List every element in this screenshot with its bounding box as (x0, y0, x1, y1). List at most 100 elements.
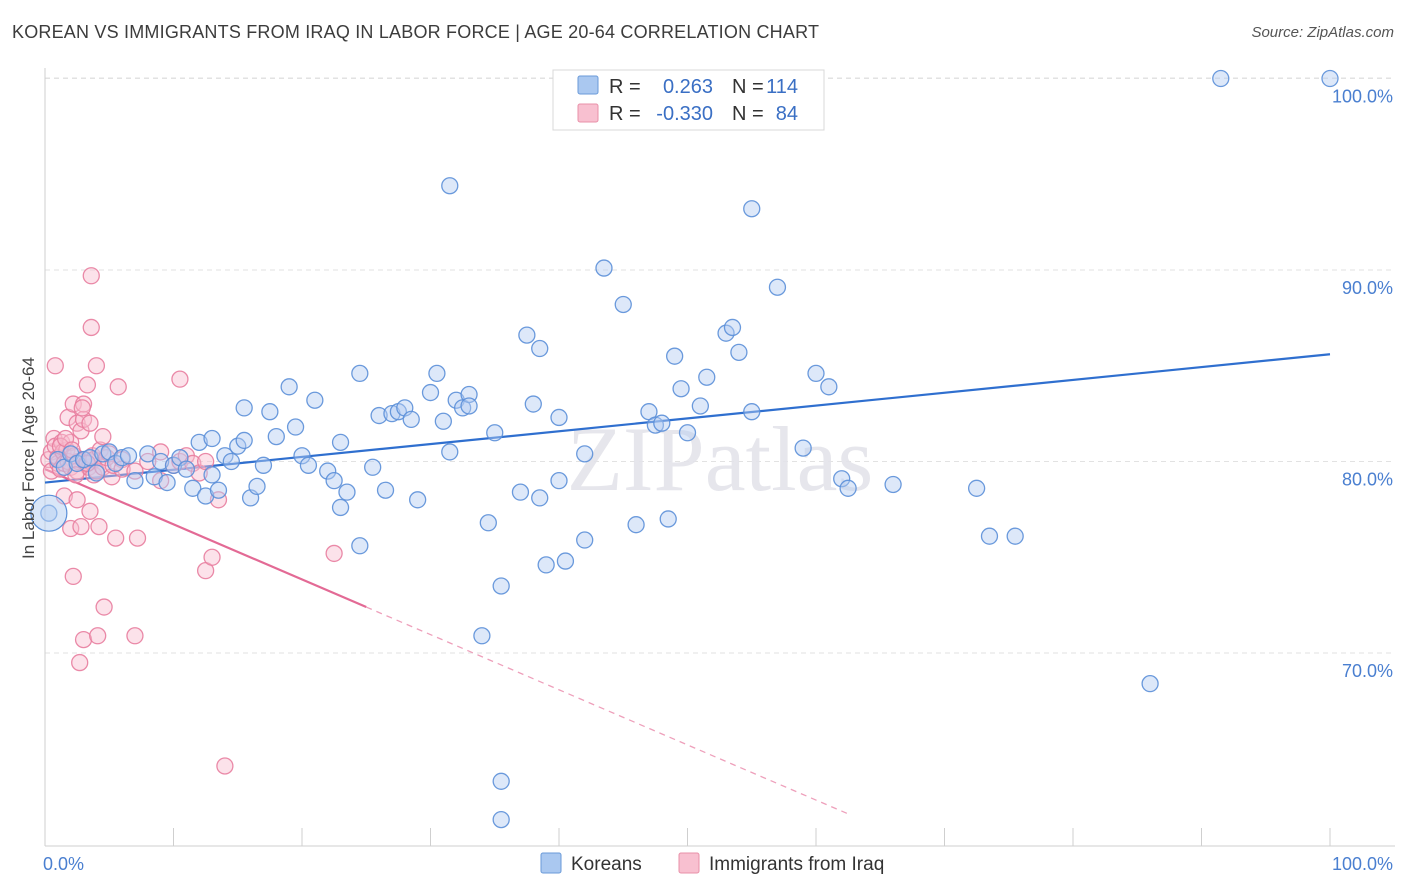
korean-point (235, 431, 253, 450)
korean-point (839, 479, 857, 497)
iraq-point (87, 357, 106, 375)
bottom-legend-koreans: Koreans (571, 854, 642, 875)
korean-point (595, 259, 613, 277)
iraq-point (126, 627, 144, 645)
legend-swatch-iraq (577, 103, 599, 123)
korean-point (492, 810, 510, 829)
iraq-point (72, 517, 90, 536)
korean-point (351, 364, 369, 383)
korean-point (672, 380, 690, 398)
korean-point (980, 527, 999, 545)
korean-point (473, 627, 491, 645)
correlation-legend: R = 0.263 N = 114 R = -0.330 N = 84 (552, 69, 825, 131)
korean-point (306, 391, 324, 409)
iraq-point (74, 630, 93, 649)
y-tick-label: 70.0% (1342, 661, 1393, 681)
korean-point (550, 408, 568, 427)
korean-point (81, 449, 99, 467)
y-tick-label: 100.0% (1332, 87, 1393, 107)
korean-point (408, 491, 427, 509)
korean-point (723, 318, 742, 337)
iraq-point (216, 757, 234, 775)
iraq-point (126, 462, 144, 480)
korean-point (94, 445, 112, 463)
legend-n-value: 84 (776, 103, 798, 125)
korean-trend-line (44, 353, 1331, 484)
source-label: Source: ZipAtlas.com (1251, 24, 1394, 41)
korean-point (74, 450, 93, 469)
korean-point (370, 406, 388, 425)
korean-point (428, 364, 446, 383)
korean-point (248, 477, 266, 496)
iraq-point (68, 491, 86, 509)
y-tick-label: 90.0% (1342, 278, 1393, 298)
korean-point (531, 339, 549, 358)
chart-title: KOREAN VS IMMIGRANTS FROM IRAQ IN LABOR … (12, 22, 820, 42)
bottom-legend-swatch-iraq (678, 852, 700, 874)
korean-point (286, 418, 305, 436)
korean-point (743, 200, 761, 218)
legend-r-label: R = (609, 103, 641, 125)
iraq-point (82, 267, 100, 285)
korean-point (698, 368, 716, 386)
korean-point (768, 278, 787, 296)
legend-r-label: R = (609, 76, 641, 98)
korean-point (1141, 674, 1159, 693)
iraq-point (81, 414, 99, 432)
korean-point (421, 383, 440, 402)
korean-point (376, 481, 395, 499)
korean-point (678, 424, 697, 442)
korean-point (190, 433, 208, 452)
korean-point (364, 458, 382, 476)
trend-lines (44, 353, 1331, 815)
korean-point (139, 445, 157, 463)
korean-point (331, 433, 350, 452)
korean-point (434, 412, 453, 430)
legend-swatch-koreans (577, 75, 599, 95)
korean-point (537, 556, 555, 574)
iraq-point (94, 427, 112, 446)
iraq-point (171, 370, 189, 388)
korean-point (653, 414, 671, 432)
legend-r-value: -0.330 (656, 103, 713, 125)
iraq-point (107, 529, 125, 547)
korean-point (884, 475, 902, 494)
iraq-point (209, 491, 228, 509)
watermark: ZIPatlas (567, 408, 874, 510)
korean-point (460, 397, 478, 415)
iraq-point (151, 443, 170, 461)
bottom-legend-swatch-koreans (540, 852, 562, 874)
korean-point (1321, 69, 1339, 88)
iraq-point (325, 544, 343, 563)
iraq-point (128, 529, 147, 547)
korean-point (531, 489, 549, 507)
korean-point (492, 577, 510, 595)
korean-point (556, 552, 575, 570)
korean-point (293, 447, 311, 465)
korean-point (235, 399, 253, 417)
iraq-point (46, 357, 64, 375)
korean-point (807, 364, 825, 383)
x-tick-label: 100.0% (1332, 854, 1393, 874)
iraq-point (89, 627, 107, 645)
korean-point (659, 510, 677, 528)
legend-n-label: N = (732, 76, 764, 98)
korean-point (576, 531, 594, 549)
korean-point (666, 347, 684, 365)
korean-point (492, 772, 510, 790)
korean-points (30, 69, 1339, 829)
korean-point (222, 452, 240, 471)
korean-point (486, 424, 504, 442)
korean-point (743, 403, 761, 421)
korean-point (177, 460, 196, 478)
korean-point (280, 378, 298, 396)
korean-point (614, 295, 632, 314)
legend-n-label: N = (732, 103, 764, 125)
korean-point (319, 462, 337, 480)
korean-point (158, 473, 176, 492)
iraq-point (73, 399, 91, 417)
iraq-point (78, 376, 97, 394)
korean-point-large (30, 494, 68, 532)
korean-point (518, 326, 536, 344)
